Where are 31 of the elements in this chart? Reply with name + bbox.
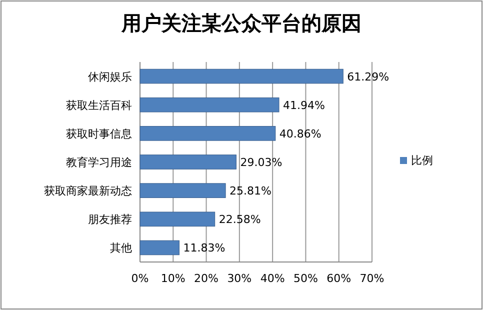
y-tick-label: 其他 [110,242,132,255]
bar [140,240,180,256]
data-label: 22.58% [218,213,261,226]
bar [140,183,226,198]
legend-label: 比例 [411,154,433,167]
y-tick-label: 朋友推荐 [88,213,132,226]
bar [140,97,280,112]
data-label: 29.03% [240,156,282,169]
data-label: 11.83% [183,242,226,255]
data-label: 25.81% [230,184,272,198]
x-tick-label: 30% [227,272,252,285]
x-tick-label: 50% [293,272,318,285]
y-tick-label: 获取商家最新动态 [44,184,132,198]
x-tick-label: 40% [260,272,285,285]
data-label: 40.86% [279,127,322,140]
data-label: 41.94% [283,98,325,112]
chart-title: 用户关注某公众平台的原因 [120,11,362,35]
bar [140,212,216,227]
y-tick-label: 休闲娱乐 [88,70,132,84]
x-tick-label: 70% [360,272,384,285]
y-tick-label: 获取生活百科 [66,98,132,112]
x-tick-label: 0% [131,272,149,285]
y-tick-label: 教育学习用途 [66,156,132,169]
x-tick-label: 60% [326,272,352,285]
bar [140,126,276,141]
y-tick-label: 获取时事信息 [66,127,132,140]
bar [140,68,344,84]
bar [140,154,236,170]
data-label: 61.29% [347,70,390,84]
x-tick-label: 10% [160,272,186,285]
x-tick-label: 20% [194,272,219,285]
